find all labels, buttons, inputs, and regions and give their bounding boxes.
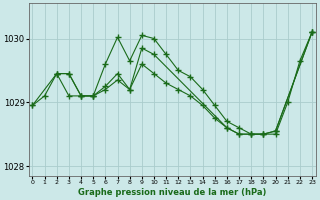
X-axis label: Graphe pression niveau de la mer (hPa): Graphe pression niveau de la mer (hPa) <box>78 188 267 197</box>
